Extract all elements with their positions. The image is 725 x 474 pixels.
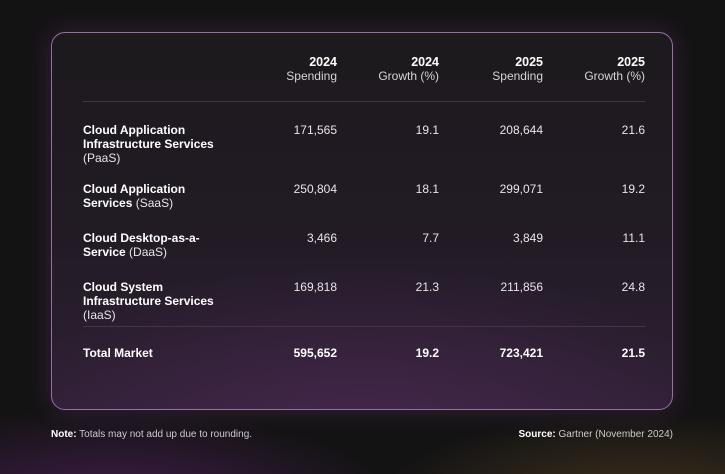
- cell-2024-growth: 7.7: [422, 231, 439, 245]
- source-credit: Source: Gartner (November 2024): [518, 429, 673, 440]
- total-2024-growth: 19.2: [337, 326, 439, 374]
- cell-2024-spending: 250,804: [293, 182, 337, 196]
- total-2025-growth: 21.5: [543, 326, 645, 374]
- cell-2025-growth: 24.8: [621, 280, 645, 294]
- row-label: Cloud Desktop-as-a-Service (DaaS): [83, 231, 200, 259]
- table-row: Cloud System Infrastructure Services (Ia…: [83, 263, 645, 327]
- table-row: Cloud Application Services (SaaS) 250,80…: [83, 165, 645, 214]
- cell-2024-spending: 171,565: [293, 123, 337, 137]
- total-label: Total Market: [83, 326, 237, 374]
- cell-2024-growth: 21.3: [415, 280, 439, 294]
- cell-2025-growth: 11.1: [622, 231, 645, 245]
- table-header-row: 2024 Spending 2024 Growth (%) 2025 Spend…: [83, 55, 645, 102]
- header-2024-growth: 2024 Growth (%): [337, 55, 439, 102]
- row-label: Cloud Application Infrastructure Service…: [83, 123, 214, 165]
- cell-2024-spending: 3,466: [306, 231, 337, 245]
- cell-2025-spending: 208,644: [499, 123, 543, 137]
- cell-2025-growth: 19.2: [621, 182, 645, 196]
- table-row: Cloud Desktop-as-a-Service (DaaS) 3,466 …: [83, 214, 645, 263]
- table-row: Cloud Application Infrastructure Service…: [83, 102, 645, 165]
- row-label: Cloud System Infrastructure Services (Ia…: [83, 280, 214, 322]
- cloud-spending-table: 2024 Spending 2024 Growth (%) 2025 Spend…: [83, 55, 645, 374]
- cell-2025-spending: 211,856: [500, 280, 544, 294]
- total-row: Total Market 595,652 19.2 723,421 21.5: [83, 326, 645, 374]
- header-2025-growth: 2025 Growth (%): [543, 55, 645, 102]
- row-label: Cloud Application Services (SaaS): [83, 182, 186, 210]
- footnote: Note: Totals may not add up due to round…: [51, 429, 253, 440]
- cell-2024-spending: 169,818: [293, 280, 337, 294]
- cell-2024-growth: 18.1: [415, 182, 439, 196]
- spending-table-card: 2024 Spending 2024 Growth (%) 2025 Spend…: [51, 32, 673, 410]
- cell-2024-growth: 19.1: [415, 123, 439, 137]
- header-category: [83, 55, 237, 102]
- cell-2025-spending: 299,071: [499, 182, 543, 196]
- header-2025-spending: 2025 Spending: [439, 55, 543, 102]
- header-2024-spending: 2024 Spending: [237, 55, 337, 102]
- cell-2025-growth: 21.6: [621, 123, 645, 137]
- total-2025-spending: 723,421: [439, 326, 543, 374]
- total-2024-spending: 595,652: [237, 326, 337, 374]
- cell-2025-spending: 3,849: [512, 231, 543, 245]
